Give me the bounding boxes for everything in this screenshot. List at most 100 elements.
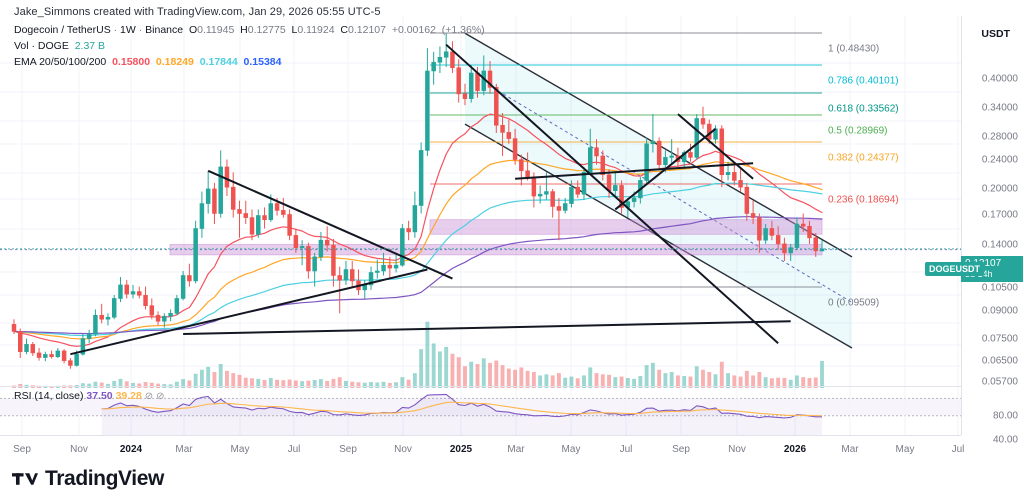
volume-label: Vol · DOGE (14, 40, 69, 52)
volume-bar (763, 377, 768, 388)
volume-bar (237, 374, 242, 388)
candle-body (569, 186, 574, 204)
fib-level-label: 0.618 (0.33562) (828, 103, 899, 115)
candle-body (312, 256, 317, 272)
rsi-legend[interactable]: RSI (14, close) 37.50 39.28 ⊘ ⊘ (14, 390, 164, 402)
low-key: L (291, 24, 298, 36)
candle-body (381, 264, 386, 272)
descending-resistance-recent[interactable] (677, 113, 754, 180)
rsi-label: RSI (14, close) (14, 390, 84, 402)
volume-bar (356, 382, 361, 388)
volume-bar (550, 375, 555, 388)
price-axis-label: 0.40000 (981, 73, 1018, 85)
ascending-support-long-term[interactable] (70, 268, 428, 356)
candle-body (111, 298, 117, 318)
legend-sep-1: · (110, 24, 121, 36)
legend-volume-row[interactable]: Vol · DOGE 2.37 B (14, 40, 485, 53)
price-chart-pane[interactable] (0, 16, 961, 388)
candle-body (143, 295, 148, 306)
candle-body (30, 344, 36, 354)
change-value: +0.00162 (391, 24, 436, 36)
time-axis-label: 2024 (119, 444, 143, 455)
time-axis[interactable]: Sep Nov 2024 Mar May Jul Sep Nov 2025 Mar May Jul Se… (0, 435, 964, 463)
volume-bar (488, 362, 492, 388)
volume-bar (456, 357, 461, 388)
candle-body (738, 180, 743, 188)
candle-body (487, 70, 493, 88)
candle-body (205, 188, 211, 204)
volume-bar (325, 380, 330, 388)
ema-line-200 (13, 216, 823, 335)
price-axis-label: 0.05700 (981, 376, 1018, 388)
candle-body (694, 118, 699, 158)
volume-bar (112, 380, 117, 388)
exchange-label[interactable]: Binance (145, 24, 184, 36)
time-axis-label: 2026 (783, 444, 807, 455)
fib-level-label: 1 (0.48430) (828, 43, 880, 55)
volume-bar (256, 378, 261, 388)
rsi-chart-svg[interactable] (0, 388, 961, 435)
candle-body (406, 228, 411, 233)
interval-label[interactable]: 1W (120, 24, 136, 36)
volume-bar (675, 375, 680, 388)
volume-bar (726, 373, 730, 388)
candle-body (544, 191, 549, 195)
volume-bar (469, 361, 474, 388)
rsi-pane[interactable] (0, 388, 961, 435)
candle-body (512, 138, 518, 160)
candle-body (462, 93, 468, 99)
candle-body (168, 312, 173, 317)
volume-bar (669, 372, 674, 388)
tradingview-wordmark: TradingView (45, 467, 164, 490)
candle-body (531, 176, 537, 197)
volume-bar (87, 383, 92, 388)
time-axis-label: Mar (841, 444, 859, 455)
open-key: O (188, 24, 198, 36)
rsi-value: 37.50 (86, 390, 113, 402)
candle-body (105, 316, 111, 320)
ema-line-50 (13, 159, 823, 340)
descending-resistance-2025[interactable] (445, 43, 779, 344)
volume-bar (751, 375, 756, 388)
candle-body (49, 354, 54, 358)
candle-body (813, 237, 818, 252)
volume-bar (431, 343, 436, 388)
candle-body (124, 284, 129, 295)
volume-bar (820, 360, 824, 388)
time-axis-label: Jul (619, 444, 633, 455)
ema-line-20 (13, 113, 823, 347)
candle-body (437, 56, 443, 63)
candle-body (130, 291, 136, 295)
no-entry-icon: ⊘ (144, 391, 154, 402)
descending-resistance-2024[interactable] (207, 169, 453, 280)
symbol-name[interactable]: Dogecoin / TetherUS (14, 24, 111, 36)
volume-bar (707, 372, 712, 388)
legend-ohlc-row[interactable]: Dogecoin / TetherUS · 1W · Binance O0.11… (14, 24, 485, 37)
volume-bar (156, 383, 161, 388)
supply-zone-upper[interactable] (429, 219, 823, 235)
volume-bar (563, 377, 568, 388)
candle-body (331, 244, 336, 276)
candle-body (187, 275, 192, 282)
volume-bar (481, 358, 486, 388)
volume-bar (80, 383, 85, 388)
candle-body (494, 87, 499, 126)
legend-ema-row[interactable]: EMA 20/50/100/200 0.15800 0.18249 0.1784… (14, 56, 485, 69)
time-axis-label: Sep (13, 444, 31, 455)
candle-body (669, 155, 674, 158)
volume-bar (694, 366, 699, 388)
ascending-support-2025[interactable] (183, 320, 791, 336)
candle-body (174, 298, 180, 314)
candle-body (631, 197, 637, 202)
price-axis-label: 0.34000 (981, 102, 1018, 114)
volume-bar (174, 381, 179, 388)
candle-body (80, 338, 86, 355)
price-axis[interactable]: USDT 0.40000 0.34000 0.28000 0.24000 0.20000… (961, 16, 1024, 446)
candle-body (681, 152, 687, 163)
candle-body (594, 147, 599, 157)
volume-bar (412, 373, 417, 388)
price-chart-svg[interactable] (0, 16, 961, 388)
ascending-support-mid[interactable] (515, 162, 754, 180)
volume-bar (124, 381, 129, 388)
volume-bar (500, 365, 505, 388)
